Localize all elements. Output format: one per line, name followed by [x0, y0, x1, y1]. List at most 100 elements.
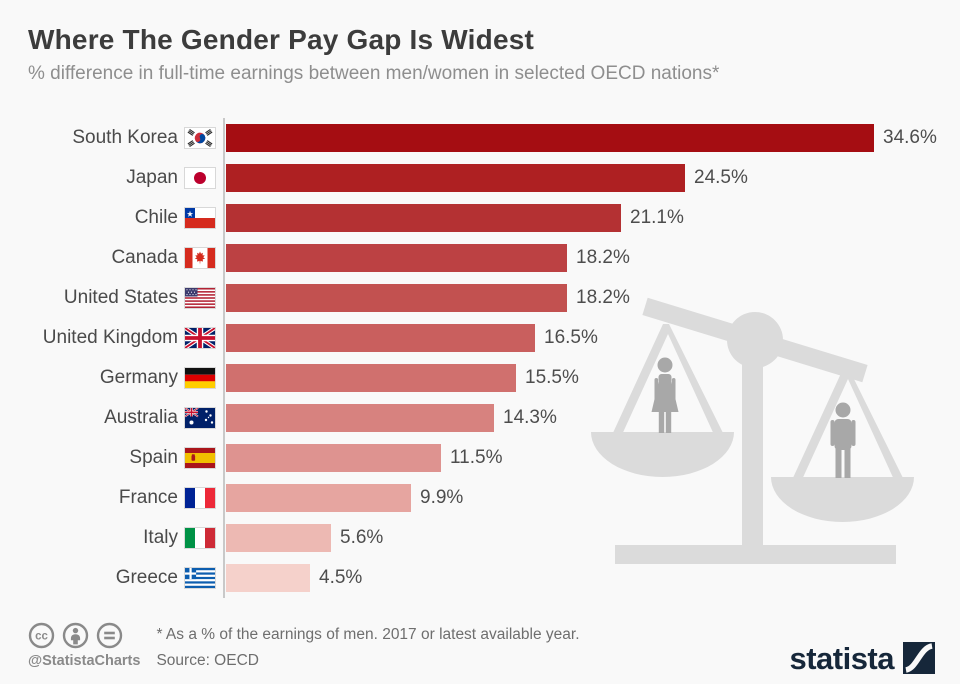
au-flag-icon — [185, 408, 215, 428]
bar — [226, 444, 441, 472]
country-label: United States — [63, 287, 178, 308]
us-flag-icon — [185, 288, 215, 308]
bar-value-label: 5.6% — [340, 527, 384, 548]
chart-subtitle: % difference in full-time earnings betwe… — [28, 63, 720, 84]
country-label: France — [118, 487, 178, 508]
bar — [226, 244, 567, 272]
bar-area: 4.5% — [223, 558, 362, 598]
bar — [226, 404, 494, 432]
bar-value-label: 21.1% — [630, 207, 684, 228]
bar-area: 15.5% — [223, 358, 579, 398]
attribution-person-icon — [62, 622, 89, 649]
license-block: cc @StatistaCharts — [28, 622, 140, 669]
ca-flag-icon — [185, 248, 215, 268]
country-label: Italy — [143, 527, 178, 548]
male-figure-icon — [830, 402, 856, 478]
scale-pivot — [727, 312, 783, 368]
bar-area: 14.3% — [223, 398, 557, 438]
country-label: Greece — [115, 567, 178, 588]
svg-text:cc: cc — [35, 631, 48, 643]
bar-value-label: 24.5% — [694, 167, 748, 188]
bar-chart: South Korea 34.6% Japan 24.5% Chile 21.1… — [28, 118, 937, 598]
statista-logo: statista — [789, 642, 935, 674]
scale-base — [615, 545, 896, 564]
bar — [226, 564, 310, 592]
bar-area: 18.2% — [223, 278, 630, 318]
left-pan — [591, 432, 734, 477]
statista-logo-icon — [903, 642, 935, 674]
bar-chart-row: Australia 14.3% — [28, 398, 937, 438]
footnote: * As a % of the earnings of men. 2017 or… — [156, 626, 580, 643]
bar-area: 21.1% — [223, 198, 684, 238]
bar — [226, 324, 535, 352]
scale-icon — [591, 297, 914, 564]
it-flag-icon — [185, 528, 215, 548]
bar-value-label: 4.5% — [319, 567, 363, 588]
bar-area: 18.2% — [223, 238, 630, 278]
bar-chart-row: Italy 5.6% — [28, 518, 937, 558]
country-label: Canada — [111, 247, 178, 268]
chart-header: Where The Gender Pay Gap Is Widest % dif… — [28, 24, 932, 85]
bar-value-label: 15.5% — [525, 367, 579, 388]
fr-flag-icon — [185, 488, 215, 508]
country-label: Germany — [99, 367, 178, 388]
cc-icon: cc — [28, 622, 55, 649]
bar-chart-row: France 9.9% — [28, 478, 937, 518]
de-flag-icon — [185, 368, 215, 388]
bar-chart-row: Spain 11.5% — [28, 438, 937, 478]
bar-chart-row: Canada 18.2% — [28, 238, 937, 278]
bar-value-label: 16.5% — [544, 327, 598, 348]
right-pan — [771, 477, 914, 522]
bar-chart-row: Japan 24.5% — [28, 158, 937, 198]
bar — [226, 284, 567, 312]
gr-flag-icon — [185, 568, 215, 588]
bar — [226, 524, 331, 552]
bar-value-label: 18.2% — [576, 247, 630, 268]
footnotes: * As a % of the earnings of men. 2017 or… — [156, 622, 579, 674]
bar — [226, 164, 685, 192]
right-hanger — [792, 369, 904, 484]
kr-flag-icon — [185, 128, 215, 148]
cl-flag-icon — [185, 208, 215, 228]
left-hanger — [612, 324, 724, 439]
country-label: Australia — [104, 407, 178, 428]
country-label: Chile — [134, 207, 178, 228]
bar-chart-row: United States 18.2% — [28, 278, 937, 318]
bar-value-label: 18.2% — [576, 287, 630, 308]
bar-area: 11.5% — [223, 438, 502, 478]
bar-chart-row: Greece 4.5% — [28, 558, 937, 598]
bar — [226, 484, 411, 512]
es-flag-icon — [185, 448, 215, 468]
scales-illustration — [591, 297, 914, 564]
country-label: United Kingdom — [42, 327, 178, 348]
bar — [226, 124, 874, 152]
license-icons: cc — [28, 622, 123, 649]
bar-chart-row: Chile 21.1% — [28, 198, 937, 238]
bar-chart-row: Germany 15.5% — [28, 358, 937, 398]
bar-area: 16.5% — [223, 318, 598, 358]
country-label: South Korea — [72, 127, 178, 148]
bar — [226, 364, 516, 392]
bar — [226, 204, 621, 232]
chart-title: Where The Gender Pay Gap Is Widest — [28, 24, 535, 55]
bar-value-label: 34.6% — [883, 127, 937, 148]
bar-chart-row: United Kingdom 16.5% — [28, 318, 937, 358]
bar-area: 9.9% — [223, 478, 463, 518]
bar-area: 34.6% — [223, 118, 937, 158]
bar-area: 5.6% — [223, 518, 383, 558]
bar-value-label: 14.3% — [503, 407, 557, 428]
country-label: Japan — [126, 167, 178, 188]
bar-value-label: 11.5% — [450, 447, 503, 468]
gb-flag-icon — [185, 328, 215, 348]
statista-wordmark: statista — [789, 640, 894, 676]
footer: cc @StatistaCharts * As a % of the earni… — [28, 622, 935, 674]
bar-chart-row: South Korea 34.6% — [28, 118, 937, 158]
statista-charts-handle: @StatistaCharts — [28, 653, 141, 669]
jp-flag-icon — [185, 168, 215, 188]
female-figure-icon — [651, 357, 679, 433]
bar-area: 24.5% — [223, 158, 748, 198]
country-label: Spain — [129, 447, 178, 468]
equals-icon — [96, 622, 123, 649]
scale-post — [742, 342, 763, 550]
bar-value-label: 9.9% — [420, 487, 464, 508]
